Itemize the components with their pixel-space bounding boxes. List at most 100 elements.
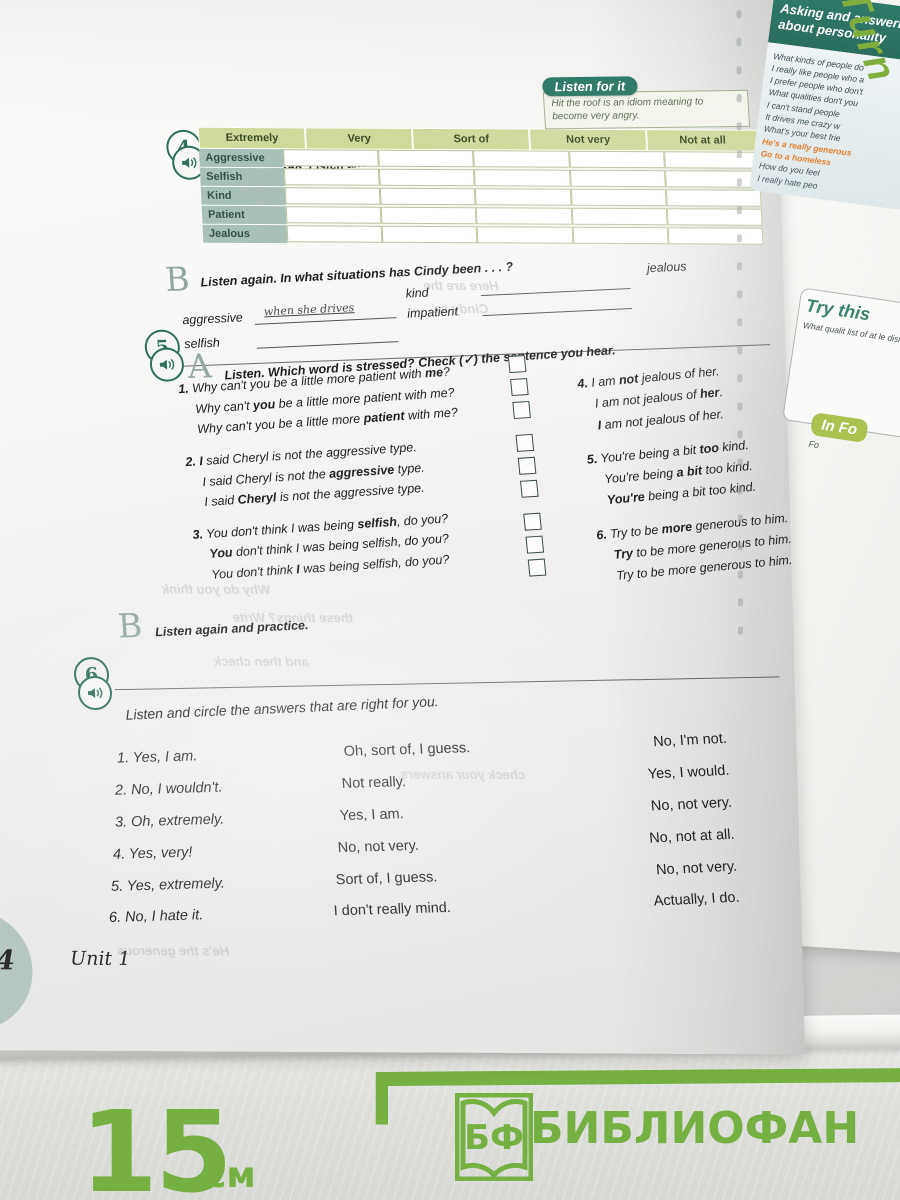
page-content: Here are the Cindy sa Why do you think t… (0, 75, 793, 1031)
stress-checkbox[interactable] (517, 456, 537, 475)
stress-checkbox[interactable] (510, 378, 529, 397)
stress-checkbox[interactable] (515, 433, 535, 452)
item-number: 2. (184, 454, 197, 469)
stress-checkbox[interactable] (525, 535, 545, 554)
section-divider (114, 676, 780, 691)
listen-for-it-callout: Listen for it Hit the roof is an idiom m… (541, 75, 751, 130)
logo-initials: БФ (464, 1118, 524, 1158)
measure-unit: см (205, 1155, 256, 1196)
left-page: Here are the Cindy sa Why do you think t… (0, 0, 806, 1055)
stress-item: 2. I said Cheryl is not the aggressive t… (184, 431, 519, 514)
stress-checkbox[interactable] (523, 512, 542, 531)
item-number: 6. (595, 526, 608, 542)
survey-table-header-row: Extremely Very Sort of Not very Not at a… (197, 126, 760, 152)
prompt-aggressive: aggressive (181, 310, 244, 328)
book-logo-icon: БФ (455, 1093, 533, 1181)
exercise-6-marker: 6 (73, 656, 122, 711)
exercise-5-marker: 5 (143, 329, 193, 383)
exercise-5b-direction: Listen again and practice. (154, 618, 309, 640)
survey-col-extremely: Extremely (197, 126, 307, 150)
list-item[interactable]: I don't really mind. (333, 900, 452, 920)
audio-icon[interactable] (171, 145, 208, 181)
stressed-word: selfish (356, 514, 398, 531)
answer-line[interactable] (482, 308, 633, 317)
survey-table-body: Aggressive Selfish Kind Patient (198, 148, 764, 247)
speaker-icon (159, 358, 174, 370)
stressed-word: not (618, 371, 640, 388)
sentence-pre: You don't think (210, 562, 297, 582)
survey-col-very: Very (305, 127, 414, 150)
survey-row-aggressive: Aggressive (198, 148, 284, 169)
sentence-pre: I said (203, 493, 239, 510)
handwritten-answer: when she drives (263, 301, 355, 319)
prompt-kind: kind (405, 285, 430, 301)
open-book: Here are the Cindy sa Why do you think t… (0, 0, 900, 1055)
desk-texture (0, 1040, 900, 1200)
speaker-icon (87, 687, 102, 699)
stressed-word: her (699, 385, 721, 402)
answer-line[interactable] (254, 317, 397, 325)
survey-row-jealous: Jealous (202, 224, 288, 245)
survey-col-sort-of: Sort of (412, 127, 531, 151)
logo-text: БИБЛИОФАН (530, 1103, 860, 1154)
stressed-word: aggressive (328, 462, 395, 481)
item-number: 3. (191, 527, 204, 542)
exercise-6-direction: Listen and circle the answers that are r… (124, 693, 440, 723)
sentence-post: with me? (403, 405, 459, 424)
stress-checkbox[interactable] (507, 355, 527, 374)
list-item[interactable]: 6. No, I hate it. (108, 907, 204, 927)
stressed-word: Cheryl (236, 490, 278, 507)
item-number: 4. (576, 376, 589, 392)
stressed-word: too (698, 440, 720, 457)
page-number: 14 (0, 945, 16, 977)
stressed-word: Try (612, 545, 634, 562)
sentence-post: ? (442, 364, 451, 380)
exercise-6-answers: 1. Yes, I am. 2. No, I wouldn't. 3. Oh, … (98, 725, 749, 935)
stress-checkbox[interactable] (527, 558, 547, 577)
part-b-letter: B (116, 605, 144, 646)
survey-row-kind: Kind (200, 186, 286, 207)
stressed-word: more (660, 519, 693, 536)
stress-item: 5. You're being a bit too kind. You're b… (586, 427, 842, 513)
ghost-text: and then check (213, 653, 309, 670)
measure-value: 15 (80, 1088, 233, 1200)
stressed-word: you (252, 396, 276, 413)
stressed-word: You (208, 545, 234, 562)
ruler-bracket-icon (375, 1068, 900, 1125)
sentence-pre: I am (590, 373, 620, 390)
survey-row-selfish: Selfish (199, 167, 285, 188)
exercise-5-left-column: 1. Why can't you be a little more patien… (177, 354, 526, 586)
prompt-impatient: impatient (406, 304, 459, 321)
sentence-post: jealous of her. (637, 364, 721, 386)
item-number: 1. (177, 381, 190, 397)
part-b-letter: B (164, 259, 191, 299)
stressed-word: me (424, 365, 444, 381)
sentence-pre: Why can't (194, 398, 254, 416)
sentence-post: , do you? (396, 511, 449, 529)
sentence-pre: Try to be (609, 521, 663, 541)
answer-column-1: 1. Yes, I am. 2. No, I wouldn't. 3. Oh, … (98, 738, 325, 936)
item-number: 5. (586, 451, 599, 467)
answer-line[interactable] (480, 288, 631, 297)
listen-for-it-tab: Listen for it (541, 76, 638, 97)
brand-watermark: 15 см БФ БИБЛИОФАН (0, 1045, 900, 1200)
audio-icon[interactable] (77, 675, 113, 711)
sentence-post: type. (393, 460, 426, 477)
stressed-word: a bit (675, 463, 703, 480)
desk-surface (0, 1040, 900, 1200)
stress-item: 3. You don't think I was being selfish, … (192, 503, 527, 586)
stress-checkbox[interactable] (512, 400, 531, 420)
stress-checkbox[interactable] (520, 479, 539, 498)
unit-label: Unit 1 (69, 947, 131, 970)
table-row[interactable]: Jealous (202, 224, 764, 247)
sentence-pre: You're being (603, 465, 678, 487)
stressed-word: patient (362, 409, 406, 426)
survey-col-not-very: Not very (529, 128, 648, 152)
prompt-jealous: jealous (646, 259, 688, 276)
audio-icon[interactable] (148, 347, 185, 383)
survey-row-patient: Patient (201, 205, 287, 226)
answer-column-2: Oh, sort of, I guess. Not really. Yes, I… (313, 731, 540, 929)
answer-line[interactable] (256, 341, 399, 349)
ghost-text: He's the generous (116, 942, 230, 959)
